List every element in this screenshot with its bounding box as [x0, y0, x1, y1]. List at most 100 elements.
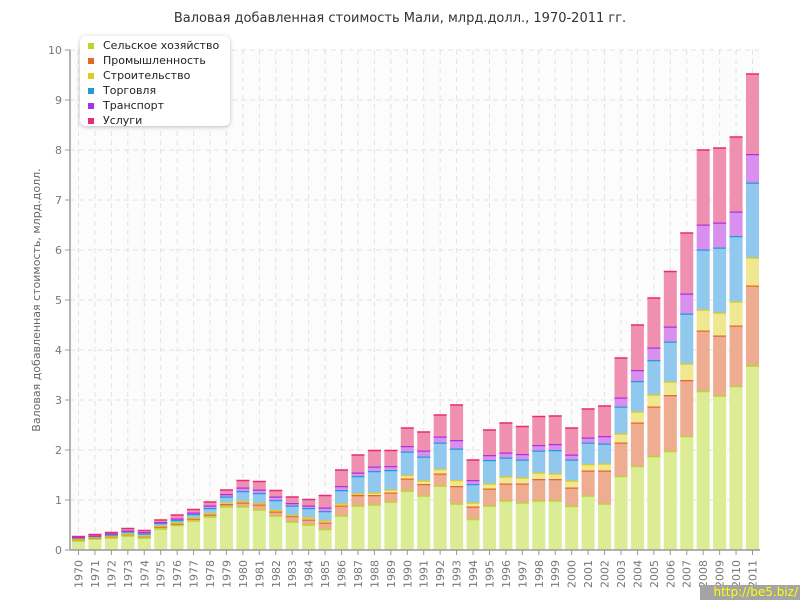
bar-segment	[72, 540, 85, 550]
y-tick-label: 6	[55, 244, 62, 257]
bar-segment	[499, 457, 513, 477]
bar-segment	[630, 370, 644, 381]
bar-segment	[515, 459, 529, 478]
bar-segment	[450, 440, 464, 449]
x-tick-label: 1989	[385, 560, 398, 588]
legend-item[interactable]: Торговля	[88, 83, 230, 98]
bar-segment	[598, 405, 612, 436]
bar-segment	[400, 475, 414, 479]
bar-segment	[351, 495, 365, 506]
bar-segment	[696, 309, 710, 331]
x-tick-label: 1981	[253, 560, 266, 588]
x-tick-label: 1997	[516, 560, 529, 588]
bar-segment	[680, 363, 694, 380]
legend-item[interactable]: Услуги	[88, 113, 230, 128]
y-tick-label: 3	[55, 394, 62, 407]
bar-segment	[269, 490, 283, 497]
bar-segment	[565, 427, 579, 455]
bar-segment	[515, 502, 529, 550]
bar-segment	[548, 450, 562, 474]
bar-segment	[384, 501, 398, 550]
legend-item[interactable]: Сельское хозяйство	[88, 38, 230, 53]
legend-label: Услуги	[103, 114, 143, 127]
bar-segment	[384, 450, 398, 466]
x-tick-label: 2007	[681, 560, 694, 588]
bar-segment	[746, 365, 759, 550]
bar-segment	[598, 470, 612, 504]
bar-segment	[680, 436, 694, 550]
x-tick-label: 1998	[533, 560, 546, 588]
x-tick-label: 1987	[352, 560, 365, 588]
bar-segment	[515, 426, 529, 454]
bar-segment	[236, 487, 250, 491]
x-tick-label: 1994	[467, 560, 480, 588]
bar-segment	[400, 490, 414, 550]
bar-segment	[236, 502, 250, 507]
bar-segment	[532, 416, 546, 445]
y-axis-label: Валовая добавленная стоимость, млрд.долл…	[30, 168, 43, 431]
legend-label: Сельское хозяйство	[103, 39, 220, 52]
bar-segment	[548, 479, 562, 501]
bar-segment	[384, 489, 398, 493]
bar-segment	[450, 404, 464, 440]
bar-segment	[729, 211, 743, 236]
bar-segment	[598, 436, 612, 444]
y-tick-label: 5	[55, 294, 62, 307]
bar-segment	[219, 496, 233, 503]
x-tick-label: 1990	[401, 560, 414, 588]
bar-segment	[614, 442, 628, 476]
chart-title: Валовая добавленная стоимость Мали, млрд…	[174, 11, 626, 26]
bar-segment	[696, 224, 710, 250]
x-tick-label: 2009	[714, 560, 727, 588]
bar-segment	[482, 505, 496, 550]
bar-segment	[88, 538, 102, 550]
bar-segment	[680, 313, 694, 364]
legend-item[interactable]: Транспорт	[88, 98, 230, 113]
x-tick-label: 1977	[188, 560, 201, 588]
bar-segment	[236, 491, 250, 501]
bar-segment	[581, 437, 595, 443]
bar-segment	[187, 520, 201, 550]
bar-segment	[219, 489, 233, 494]
bar-segment	[581, 464, 595, 471]
bar-segment	[548, 415, 562, 444]
bar-segment	[565, 459, 579, 481]
bar-segment	[302, 508, 316, 518]
bar-segment	[713, 247, 727, 313]
legend-item[interactable]: Строительство	[88, 68, 230, 83]
bar-segment	[647, 347, 661, 360]
y-tick-label: 4	[55, 344, 62, 357]
y-tick-label: 1	[55, 494, 62, 507]
bar-segment	[466, 506, 480, 519]
x-tick-label: 1973	[122, 560, 135, 588]
bar-segment	[647, 456, 661, 550]
bar-segment	[696, 149, 710, 225]
legend-swatch-icon	[88, 117, 94, 124]
x-tick-label: 2004	[631, 560, 644, 588]
bar-segment	[335, 515, 349, 550]
bar-segment	[746, 257, 759, 286]
bar-segment	[367, 450, 381, 467]
bar-segment	[417, 484, 431, 496]
x-tick-label: 1975	[155, 560, 168, 588]
bar-segment	[285, 521, 299, 550]
bar-segment	[663, 395, 677, 451]
bar-segment	[203, 508, 217, 513]
watermark: http://be5.biz/	[700, 585, 800, 600]
bar-segment	[581, 442, 595, 464]
bar-segment	[647, 297, 661, 348]
x-tick-label: 2008	[697, 560, 710, 588]
legend-item[interactable]: Промышленность	[88, 53, 230, 68]
y-tick-label: 7	[55, 194, 62, 207]
bar-segment	[565, 480, 579, 488]
bar-segment	[614, 397, 628, 407]
bar-segment	[400, 451, 414, 475]
bar-segment	[482, 455, 496, 460]
y-tick-label: 8	[55, 144, 62, 157]
bar-segment	[252, 509, 266, 550]
bar-segment	[121, 535, 135, 550]
bar-segment	[351, 476, 365, 494]
bar-segment	[614, 406, 628, 434]
bar-segment	[433, 485, 447, 550]
y-tick-label: 2	[55, 444, 62, 457]
